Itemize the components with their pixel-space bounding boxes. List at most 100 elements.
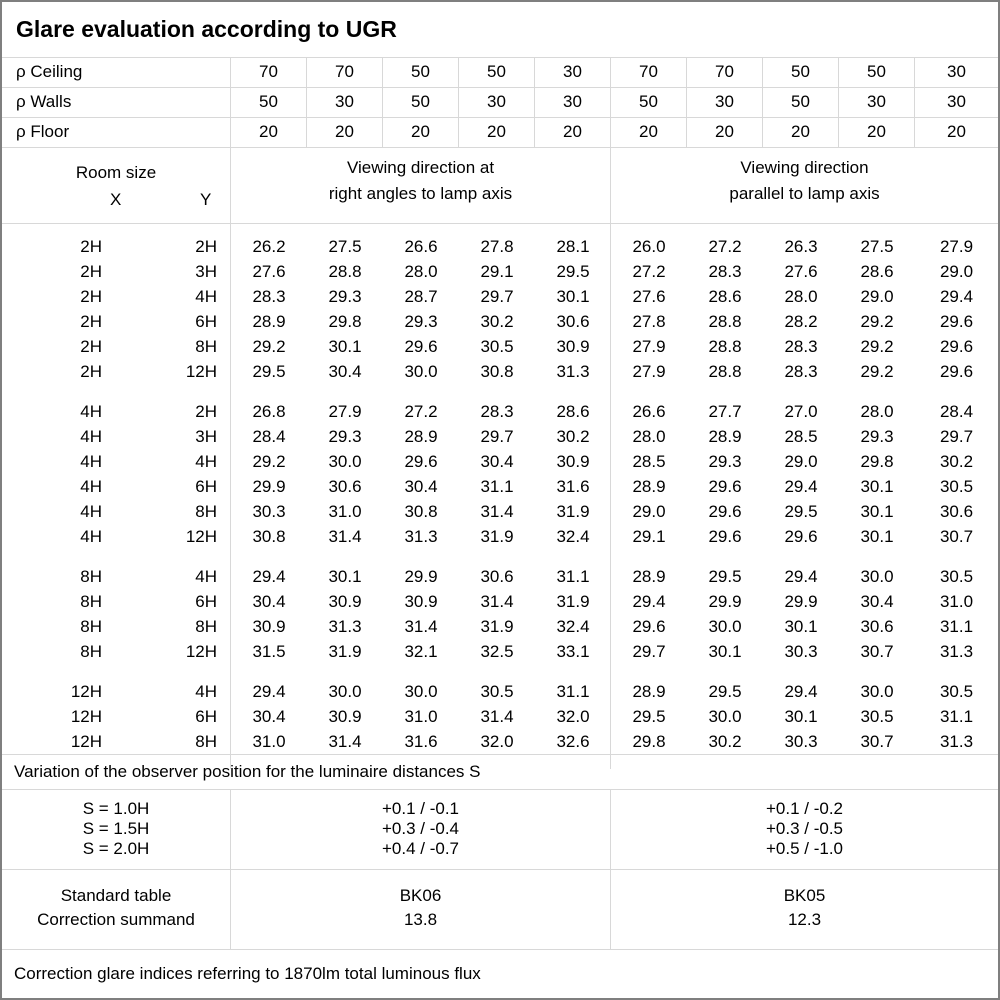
ugr-value: 28.8 <box>708 337 742 356</box>
ugr-value: 29.7 <box>939 427 974 446</box>
ugr-value: 33.1 <box>556 642 590 661</box>
ugr-value: 29.6 <box>939 312 974 331</box>
ugr-value: 29.9 <box>708 592 742 611</box>
ugr-row-parallel: 28.5 29.3 29.0 29.8 30.2 <box>611 449 998 474</box>
room-size-row: 8H 12H <box>2 639 230 664</box>
ugr-value: 30.5 <box>939 682 974 701</box>
ugr-row-parallel: 27.6 28.6 28.0 29.0 29.4 <box>611 284 998 309</box>
variation-note-row: Variation of the observer position for t… <box>2 755 998 790</box>
ugr-value: 31.4 <box>480 592 514 611</box>
ugr-value: 31.3 <box>328 617 362 636</box>
ugr-value: 28.8 <box>708 312 742 331</box>
ugr-value: 28.9 <box>632 567 666 586</box>
ugr-row-parallel: 27.9 28.8 28.3 29.2 29.6 <box>611 359 998 384</box>
room-size-label: Room size <box>75 163 157 182</box>
room-size-row: 4H 8H <box>2 499 230 524</box>
ugr-block-parallel: 28.9 29.5 29.4 30.0 30.5 29.5 30.0 30.1 30.5 31.1… <box>611 679 998 754</box>
room-x-value: 4H <box>80 402 102 421</box>
ugr-value: 30.9 <box>328 592 362 611</box>
reflectance-value: 30 <box>686 88 762 117</box>
ugr-value: 27.6 <box>784 262 818 281</box>
title-row: Glare evaluation according to UGR <box>2 2 998 58</box>
summary-section: Standard table Correction summand BK06 1… <box>2 870 998 950</box>
ugr-value: 30.4 <box>252 592 286 611</box>
room-size-block: 2H 2H 2H 3H 2H 4H 2H 6H 2H 8H 2H 12H <box>2 234 230 384</box>
ugr-value: 28.8 <box>708 362 742 381</box>
ugr-value: 29.9 <box>784 592 818 611</box>
ugr-value: 29.3 <box>328 427 362 446</box>
ugr-value: 29.7 <box>480 427 514 446</box>
ugr-value: 27.2 <box>404 402 438 421</box>
ugr-value: 28.1 <box>556 237 590 256</box>
ugr-value: 30.9 <box>328 707 362 726</box>
ugr-row-right-angles: 29.2 30.0 29.6 30.4 30.9 <box>231 449 610 474</box>
ugr-value: 29.5 <box>708 682 742 701</box>
ugr-value: 30.1 <box>860 477 894 496</box>
ugr-row-parallel: 29.1 29.6 29.6 30.1 30.7 <box>611 524 998 549</box>
room-y-value: 12H <box>185 527 217 546</box>
reflectance-value: 70 <box>610 58 686 87</box>
ugr-block-right-angles: 26.2 27.5 26.6 27.8 28.1 27.6 28.8 28.0 29.1 29.5… <box>231 234 610 384</box>
footer-note-row: Correction glare indices referring to 18… <box>2 950 998 998</box>
ugr-value: 26.0 <box>632 237 666 256</box>
ugr-value: 28.0 <box>784 287 818 306</box>
ugr-value: 28.3 <box>708 262 742 281</box>
ugr-row-right-angles: 30.3 31.0 30.8 31.4 31.9 <box>231 499 610 524</box>
room-x-value: 12H <box>70 707 102 726</box>
ugr-value: 29.3 <box>860 427 894 446</box>
ugr-value: 30.0 <box>708 617 742 636</box>
ugr-value: 30.7 <box>860 642 894 661</box>
ugr-value: 30.0 <box>328 452 362 471</box>
ugr-value: 26.3 <box>784 237 818 256</box>
reflectance-value: 70 <box>686 58 762 87</box>
ugr-value: 31.5 <box>252 642 286 661</box>
reflectance-value: 50 <box>230 88 306 117</box>
ugr-value: 29.2 <box>860 337 894 356</box>
room-size-header: Room size X Y <box>2 148 230 223</box>
ugr-value: 27.2 <box>708 237 742 256</box>
correction-summand-label: Correction summand <box>37 910 195 929</box>
ugr-row-right-angles: 30.8 31.4 31.3 31.9 32.4 <box>231 524 610 549</box>
ugr-value: 29.4 <box>252 682 286 701</box>
reflectance-value: 50 <box>458 58 534 87</box>
right-angles-header-line1: Viewing direction at <box>346 158 495 177</box>
ugr-value: 30.4 <box>860 592 894 611</box>
room-size-column: 2H 2H 2H 3H 2H 4H 2H 6H 2H 8H 2H 12H 4H 2H 4H 3H 4H 4H 4H 6… <box>2 224 230 769</box>
ugr-value: 26.6 <box>404 237 438 256</box>
ugr-value: 28.4 <box>252 427 286 446</box>
reflectance-value: 30 <box>458 88 534 117</box>
reflectance-value: 20 <box>306 118 382 147</box>
ugr-block-right-angles: 29.4 30.0 30.0 30.5 31.1 30.4 30.9 31.0 31.4 32.0… <box>231 679 610 754</box>
ugr-value: 30.2 <box>556 427 590 446</box>
ugr-row-right-angles: 30.4 30.9 31.0 31.4 32.0 <box>231 704 610 729</box>
s-distance-label: S = 1.0H <box>82 799 150 818</box>
ugr-value: 29.6 <box>939 337 974 356</box>
reflectance-value: 50 <box>762 58 838 87</box>
ugr-value: 29.7 <box>632 642 666 661</box>
ugr-value: 28.0 <box>860 402 894 421</box>
reflectance-value: 30 <box>838 88 914 117</box>
right-angles-values-column: 26.2 27.5 26.6 27.8 28.1 27.6 28.8 28.0 29.1 29.5… <box>230 224 610 769</box>
ugr-block-right-angles: 29.4 30.1 29.9 30.6 31.1 30.4 30.9 30.9 31.4 31.9… <box>231 564 610 664</box>
ugr-value: 30.9 <box>556 337 590 356</box>
ugr-value: 29.4 <box>784 567 818 586</box>
page-title: Glare evaluation according to UGR <box>16 16 397 42</box>
ugr-value: 29.5 <box>784 502 818 521</box>
ugr-value: 28.4 <box>939 402 974 421</box>
ugr-value: 30.1 <box>556 287 590 306</box>
ugr-row-right-angles: 31.0 31.4 31.6 32.0 32.6 <box>231 729 610 754</box>
room-y-value: 3H <box>195 427 217 446</box>
ugr-value: 28.3 <box>480 402 514 421</box>
ugr-value: 28.5 <box>632 452 666 471</box>
ugr-value: 29.4 <box>252 567 286 586</box>
ugr-row-right-angles: 29.2 30.1 29.6 30.5 30.9 <box>231 334 610 359</box>
ugr-row-parallel: 27.9 28.8 28.3 29.2 29.6 <box>611 334 998 359</box>
ugr-value: 30.0 <box>328 682 362 701</box>
room-size-row: 2H 2H <box>2 234 230 259</box>
ugr-value: 31.4 <box>404 617 438 636</box>
ugr-value: 30.1 <box>328 337 362 356</box>
summary-right-angles: BK06 13.8 <box>230 870 610 949</box>
ugr-value: 28.9 <box>404 427 438 446</box>
x-axis-label: X <box>110 190 122 209</box>
room-x-value: 4H <box>80 502 102 521</box>
